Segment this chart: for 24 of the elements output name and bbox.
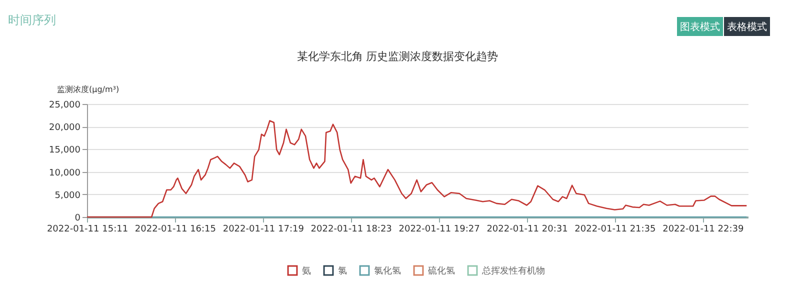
chart-title: 某化学东北角 历史监测浓度数据变化趋势	[296, 50, 498, 63]
x-tick-label: 2022-01-11 22:39	[662, 224, 744, 234]
x-tick-label: 2022-01-11 17:19	[222, 224, 304, 234]
x-tick-label: 2022-01-11 19:27	[398, 224, 480, 234]
text: 时间序列	[8, 13, 56, 27]
x-tick-label: 2022-01-11 21:35	[574, 224, 656, 234]
text: 表格模式	[727, 21, 767, 33]
legend-label: 氨	[302, 266, 311, 277]
text: 图表模式	[680, 21, 720, 33]
y-tick-label: 0	[74, 214, 81, 224]
y-tick-label: 5,000	[54, 190, 81, 201]
x-tick-label: 2022-01-11 20:31	[486, 224, 568, 234]
x-tick-label: 2022-01-11 16:15	[134, 224, 216, 234]
legend-label: 硫化氢	[428, 266, 455, 277]
legend-label: 氯化氢	[374, 266, 401, 277]
y-tick-label: 10,000	[49, 168, 81, 178]
y-tick-label: 25,000	[49, 100, 81, 110]
x-tick-label: 2022-01-11 18:23	[310, 224, 392, 234]
y-axis-title: 监测浓度(μg/m³)	[57, 85, 120, 94]
y-tick-label: 20,000	[49, 123, 81, 134]
x-tick-label: 2022-01-11 15:11	[46, 224, 128, 234]
legend-label: 总挥发性有机物	[481, 266, 545, 277]
legend-label: 氯	[338, 266, 347, 277]
y-tick-label: 15,000	[49, 146, 81, 156]
